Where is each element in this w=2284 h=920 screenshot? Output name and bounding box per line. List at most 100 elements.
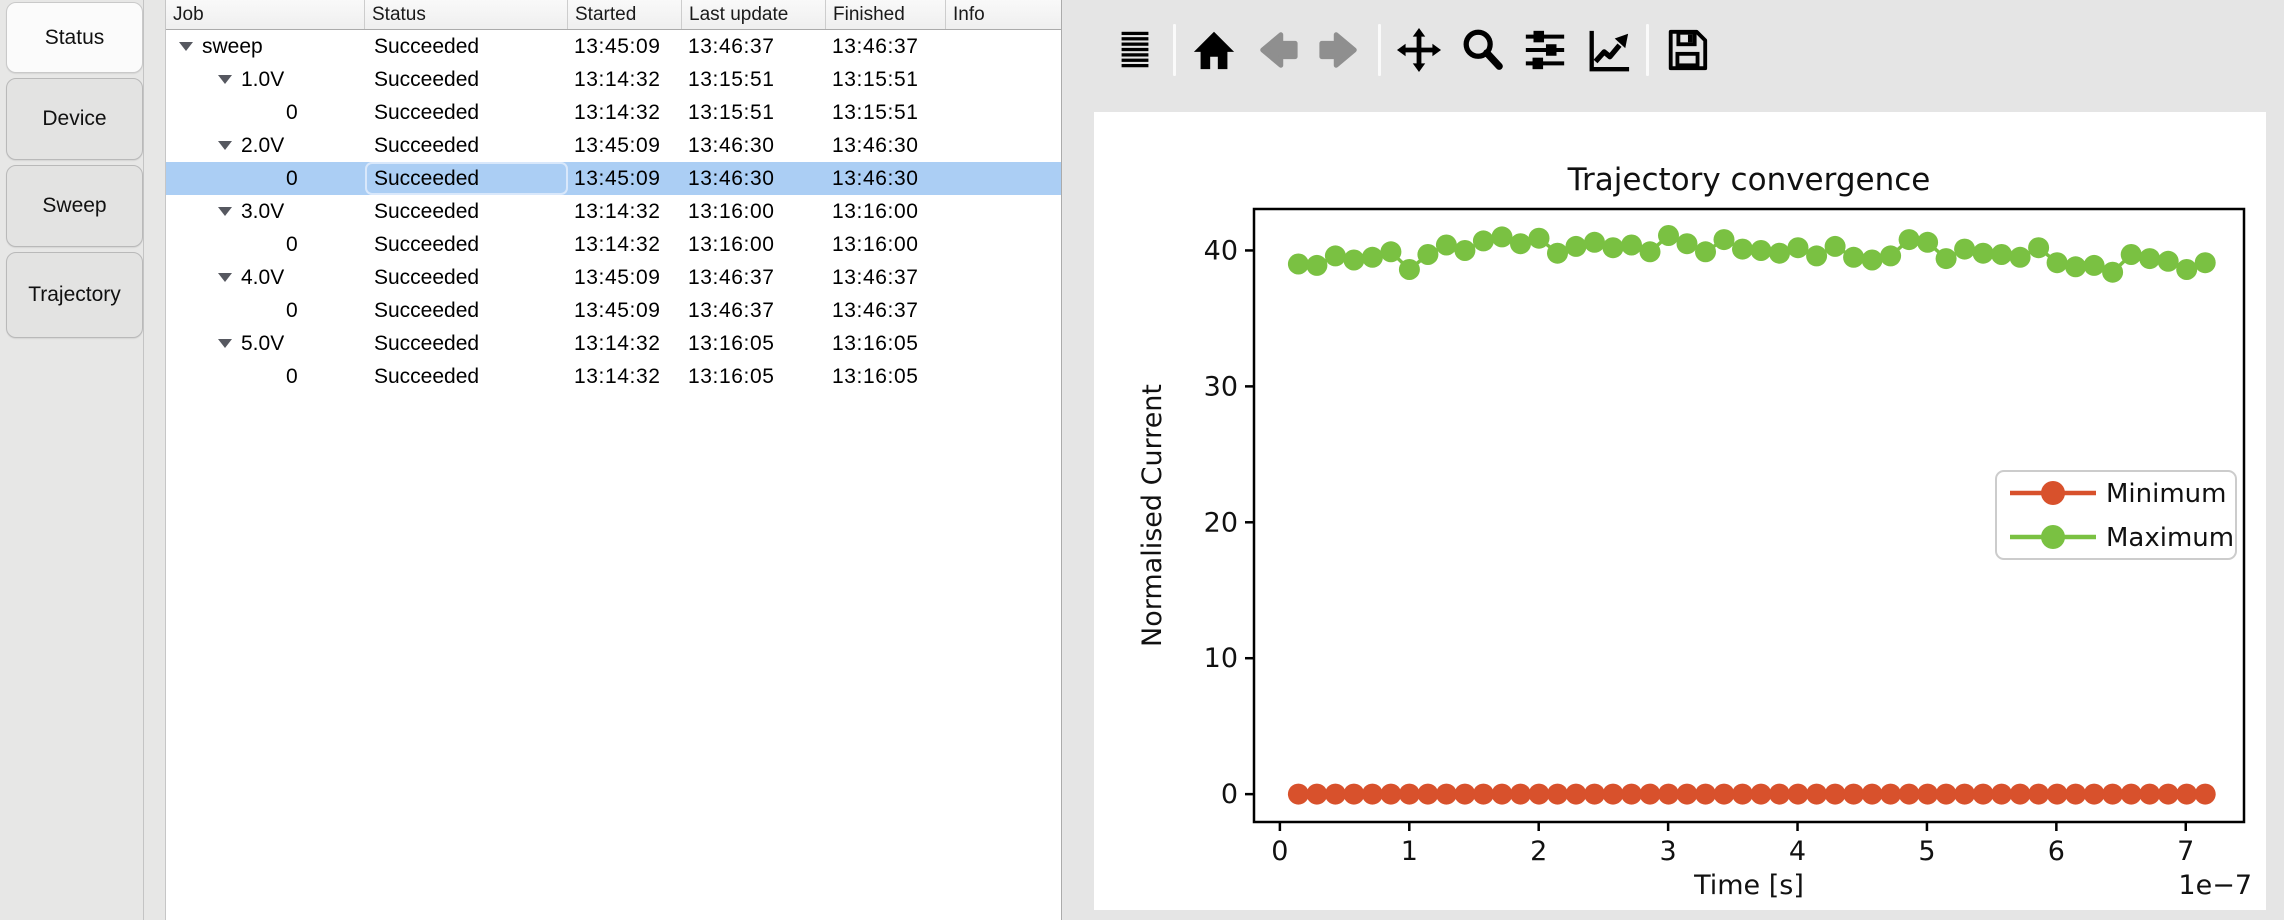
- series-minimum: [1287, 783, 2216, 805]
- svg-text:20: 20: [1204, 507, 1238, 538]
- table-row[interactable]: 2.0V Succeeded 13:45:09 13:46:30 13:46:30: [166, 129, 1061, 162]
- column-header-last-update[interactable]: Last update: [682, 0, 826, 29]
- started-cell: 13:45:09: [574, 299, 661, 322]
- finished-cell: 13:46:37: [832, 299, 919, 322]
- started-cell: 13:14:32: [574, 233, 661, 256]
- svg-text:Maximum: Maximum: [2106, 523, 2234, 553]
- plot-title: Trajectory convergence: [1567, 162, 1931, 198]
- svg-text:3: 3: [1660, 836, 1677, 867]
- job-cell: 2.0V: [166, 129, 365, 162]
- tab-sweep[interactable]: Sweep: [6, 165, 143, 247]
- series-maximum: [1287, 225, 2216, 283]
- tab-device[interactable]: Device: [6, 78, 143, 160]
- job-label: 0: [286, 167, 298, 190]
- info-cell: [946, 30, 1061, 63]
- status-cell: Succeeded: [374, 365, 480, 388]
- finished-cell: 13:15:51: [832, 68, 919, 91]
- svg-text:0: 0: [1221, 779, 1238, 810]
- last-update-cell: 13:46:37: [688, 299, 775, 322]
- job-table-panel: Job Status Started Last update Finished Info …: [165, 0, 1062, 920]
- status-cell: Succeeded: [374, 266, 480, 289]
- job-cell: 3.0V: [166, 195, 365, 228]
- status-cell: Succeeded: [374, 101, 480, 124]
- column-header-job[interactable]: Job: [166, 0, 365, 29]
- started-cell: 13:14:32: [574, 101, 661, 124]
- status-cell: Succeeded: [374, 134, 480, 157]
- status-cell: Succeeded: [374, 68, 480, 91]
- expander-triangle-icon[interactable]: [218, 273, 232, 282]
- save-icon[interactable]: [1662, 24, 1712, 76]
- table-row[interactable]: 0 Succeeded 13:14:32 13:16:00 13:16:00: [166, 228, 1061, 261]
- svg-text:7: 7: [2177, 836, 2194, 867]
- table-row[interactable]: 5.0V Succeeded 13:14:32 13:16:05 13:16:05: [166, 327, 1061, 360]
- last-update-cell: 13:16:00: [688, 233, 775, 256]
- last-update-cell: 13:15:51: [688, 68, 775, 91]
- info-cell: [946, 294, 1061, 327]
- job-cell: 5.0V: [166, 327, 365, 360]
- column-header-finished[interactable]: Finished: [826, 0, 946, 29]
- last-update-cell: 13:16:05: [688, 332, 775, 355]
- info-cell: [946, 261, 1061, 294]
- started-cell: 13:45:09: [574, 35, 661, 58]
- finished-cell: 13:15:51: [832, 101, 919, 124]
- status-cell: Succeeded: [374, 35, 480, 58]
- table-row[interactable]: 0 Succeeded 13:14:32 13:16:05 13:16:05: [166, 360, 1061, 393]
- tab-trajectory[interactable]: Trajectory: [6, 252, 143, 338]
- job-cell: 0: [166, 96, 365, 129]
- job-cell: 0: [166, 162, 365, 195]
- legend: Minimum Maximum: [1995, 470, 2237, 560]
- forward-icon[interactable]: [1315, 24, 1365, 76]
- last-update-cell: 13:46:30: [688, 134, 775, 157]
- last-update-cell: 13:16:05: [688, 365, 775, 388]
- status-cell: Succeeded: [374, 200, 480, 223]
- figure-options-icon[interactable]: [1583, 24, 1633, 76]
- zoom-icon[interactable]: [1457, 24, 1507, 76]
- table-row[interactable]: sweep Succeeded 13:45:09 13:46:37 13:46:37: [166, 30, 1061, 63]
- table-row[interactable]: 4.0V Succeeded 13:45:09 13:46:37 13:46:37: [166, 261, 1061, 294]
- job-cell: 1.0V: [166, 63, 365, 96]
- column-header-status[interactable]: Status: [365, 0, 568, 29]
- job-cell: 0: [166, 294, 365, 327]
- expander-triangle-icon[interactable]: [218, 75, 232, 84]
- figure-canvas[interactable]: 0 1 2 3 4 5 6 7 0 10 20 30 40 Trajectory convergence T…: [1094, 112, 2266, 910]
- menu-icon[interactable]: [1110, 24, 1160, 76]
- svg-text:Minimum: Minimum: [2106, 479, 2227, 509]
- expander-triangle-icon[interactable]: [218, 207, 232, 216]
- tab-status[interactable]: Status: [6, 2, 143, 73]
- table-row[interactable]: 1.0V Succeeded 13:14:32 13:15:51 13:15:51: [166, 63, 1061, 96]
- back-icon[interactable]: [1252, 24, 1302, 76]
- finished-cell: 13:16:05: [832, 332, 919, 355]
- svg-text:5: 5: [1918, 836, 1935, 867]
- expander-triangle-icon[interactable]: [218, 339, 232, 348]
- finished-cell: 13:46:37: [832, 266, 919, 289]
- svg-text:4: 4: [1789, 836, 1806, 867]
- job-label: sweep: [202, 35, 263, 58]
- last-update-cell: 13:15:51: [688, 101, 775, 124]
- table-row[interactable]: 0 Succeeded 13:45:09 13:46:37 13:46:37: [166, 294, 1061, 327]
- expander-triangle-icon[interactable]: [218, 141, 232, 150]
- x-axis-label: Time [s]: [1693, 870, 1804, 901]
- job-label: 1.0V: [241, 68, 285, 91]
- table-row[interactable]: 0 Succeeded 13:14:32 13:15:51 13:15:51: [166, 96, 1061, 129]
- home-icon[interactable]: [1189, 24, 1239, 76]
- started-cell: 13:45:09: [574, 167, 661, 190]
- finished-cell: 13:16:05: [832, 365, 919, 388]
- svg-text:30: 30: [1204, 371, 1238, 402]
- info-cell: [946, 63, 1061, 96]
- job-label: 3.0V: [241, 200, 285, 223]
- pan-icon[interactable]: [1394, 24, 1444, 76]
- x-axis-offset-label: 1e−7: [2178, 870, 2252, 901]
- job-label: 0: [286, 299, 298, 322]
- column-header-info[interactable]: Info: [953, 4, 985, 25]
- table-row[interactable]: 0 Succeeded 13:45:09 13:46:30 13:46:30: [166, 162, 1061, 195]
- configure-subplots-icon[interactable]: [1520, 24, 1570, 76]
- last-update-cell: 13:46:30: [688, 167, 775, 190]
- svg-text:10: 10: [1204, 643, 1238, 674]
- table-row[interactable]: 3.0V Succeeded 13:14:32 13:16:00 13:16:00: [166, 195, 1061, 228]
- column-header-started[interactable]: Started: [568, 0, 682, 29]
- info-cell: [946, 162, 1061, 195]
- finished-cell: 13:16:00: [832, 233, 919, 256]
- svg-text:1: 1: [1401, 836, 1418, 867]
- expander-triangle-icon[interactable]: [179, 42, 193, 51]
